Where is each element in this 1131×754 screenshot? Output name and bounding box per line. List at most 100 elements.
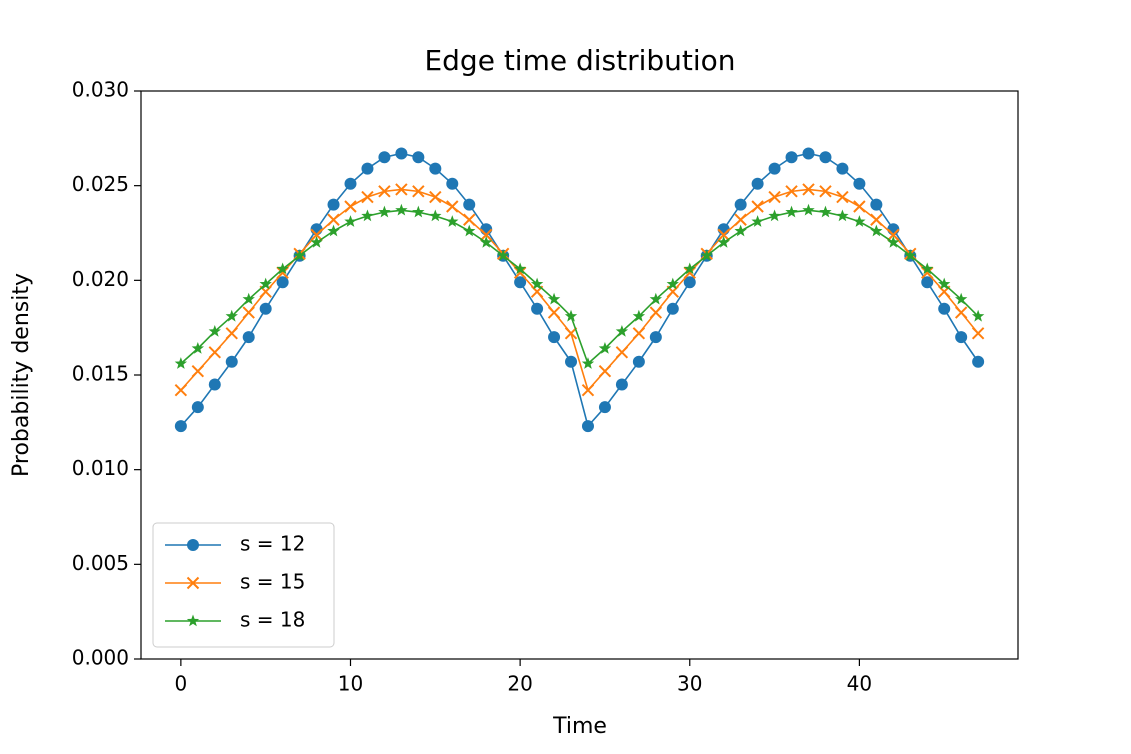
marker (717, 228, 730, 242)
marker (378, 185, 391, 198)
marker (938, 302, 951, 315)
marker (276, 266, 289, 279)
x-tick-label: 10 (338, 672, 363, 696)
marker (395, 147, 408, 160)
legend-box (152, 522, 335, 648)
marker (327, 198, 340, 211)
marker (598, 365, 612, 378)
marker (496, 249, 510, 261)
marker (734, 213, 747, 226)
y-tick-label: 0.005 (72, 551, 129, 575)
marker (225, 327, 238, 340)
marker (531, 302, 544, 315)
marker (921, 266, 934, 279)
marker (785, 151, 798, 164)
marker (921, 262, 934, 275)
marker (174, 357, 188, 369)
marker (734, 224, 747, 237)
marker (446, 200, 459, 213)
marker (785, 205, 798, 218)
legend-label: s = 18 (240, 608, 305, 632)
marker (361, 209, 374, 222)
marker (971, 327, 985, 340)
marker (717, 223, 730, 236)
marker (276, 276, 289, 289)
marker (378, 151, 391, 164)
marker (751, 215, 764, 227)
marker (429, 190, 442, 204)
marker (513, 262, 527, 275)
marker (581, 383, 595, 397)
marker (768, 190, 781, 204)
marker (463, 198, 476, 211)
marker (429, 209, 442, 222)
y-axis-label: Probability density (9, 273, 34, 477)
marker (802, 147, 815, 160)
marker (186, 576, 200, 590)
marker (361, 190, 374, 204)
marker (921, 276, 934, 289)
marker (463, 224, 476, 237)
marker (378, 205, 391, 218)
marker (836, 209, 849, 222)
marker (565, 355, 578, 368)
marker (683, 262, 696, 275)
marker (547, 292, 561, 305)
legend: s = 12 s = 15 s = 18 (152, 522, 335, 648)
marker (174, 383, 188, 397)
marker (361, 162, 374, 175)
marker (802, 203, 815, 216)
marker (191, 365, 205, 378)
marker (310, 228, 323, 242)
marker (598, 401, 611, 414)
marker (683, 276, 696, 289)
marker (938, 277, 951, 290)
marker (717, 235, 730, 248)
marker (513, 266, 527, 279)
marker (785, 185, 798, 198)
marker (429, 162, 442, 175)
marker (259, 302, 272, 315)
marker (564, 327, 578, 340)
marker (186, 614, 200, 627)
marker (310, 223, 323, 236)
marker (344, 200, 357, 213)
y-tick-label: 0.000 (72, 646, 129, 670)
marker (819, 205, 832, 218)
marker (887, 223, 900, 236)
x-tick-label: 20 (507, 672, 532, 696)
marker (412, 151, 425, 164)
marker (971, 309, 985, 322)
marker (259, 277, 272, 290)
marker (479, 228, 493, 242)
marker (174, 420, 187, 433)
legend-label: s = 12 (240, 532, 305, 556)
marker (530, 277, 544, 290)
marker (395, 183, 408, 196)
marker (819, 185, 832, 198)
marker (632, 309, 646, 322)
marker (649, 331, 662, 344)
marker (344, 215, 357, 227)
marker (615, 324, 629, 337)
marker (768, 209, 781, 222)
marker (514, 276, 527, 289)
marker (870, 224, 883, 237)
marker (751, 177, 764, 190)
marker (666, 302, 679, 315)
marker (836, 190, 849, 204)
marker (548, 331, 561, 344)
marker (581, 357, 595, 369)
marker (887, 228, 900, 242)
marker (293, 249, 306, 261)
marker (972, 355, 985, 368)
marker (480, 235, 493, 248)
marker (598, 341, 612, 354)
marker (649, 306, 663, 319)
marker (887, 235, 900, 248)
marker (242, 306, 255, 319)
marker (632, 355, 645, 368)
marker (242, 292, 255, 305)
x-tick-label: 30 (677, 672, 702, 696)
